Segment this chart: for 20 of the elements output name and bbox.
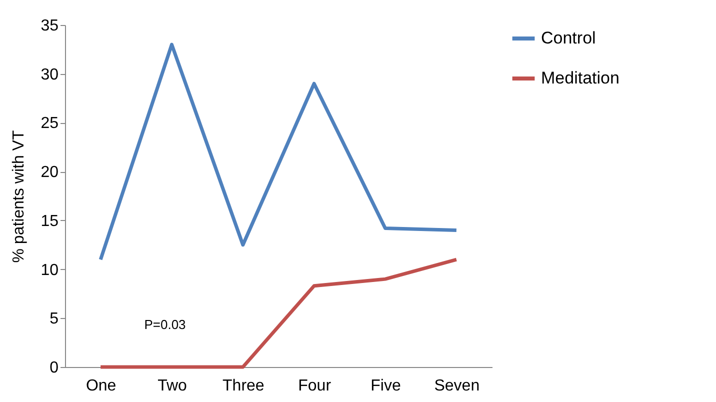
- line-series: [98, 258, 458, 369]
- y-tick-label: 10: [40, 262, 59, 279]
- y-tick-label: 5: [50, 310, 59, 328]
- x-tick-label: Five: [370, 378, 401, 394]
- y-axis-title: % patients with VT: [10, 130, 28, 263]
- y-tick-label: 30: [40, 66, 59, 84]
- x-tick-label: One: [86, 378, 116, 394]
- legend-label: Control: [541, 28, 596, 48]
- x-tick-label: Four: [298, 378, 332, 394]
- line-series: [98, 42, 458, 262]
- y-tick-label: 0: [50, 360, 59, 376]
- x-tick-label: Seven: [434, 378, 480, 394]
- y-tick-label: 15: [40, 212, 59, 230]
- annotation: P=0.03: [144, 317, 186, 332]
- legend-label: Meditation: [541, 68, 620, 88]
- y-tick-label: 20: [40, 164, 59, 182]
- y-tick-label: 35: [40, 18, 59, 34]
- y-tick-label: 25: [40, 115, 59, 132]
- x-tick-label: Three: [222, 378, 264, 394]
- x-tick-label: Two: [158, 378, 188, 394]
